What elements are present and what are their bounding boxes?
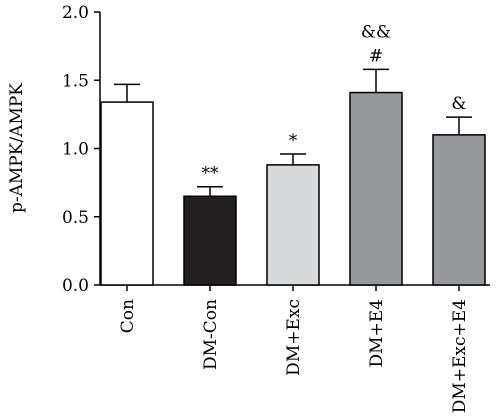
bar-dm-e4 bbox=[349, 91, 403, 286]
x-tick-label: Con bbox=[118, 299, 138, 333]
bar-dm-con bbox=[183, 195, 237, 286]
y-tick-label: 0.5 bbox=[62, 208, 89, 228]
x-tick-label: DM-Con bbox=[201, 299, 221, 370]
x-tick-label: DM+E4 bbox=[367, 299, 387, 368]
bar-dm-exc bbox=[266, 164, 320, 286]
y-tick-label: 1.0 bbox=[62, 140, 89, 160]
significance-label: & bbox=[451, 94, 466, 114]
significance-label: ** bbox=[202, 164, 220, 184]
y-axis-title: p-AMPK/AMPK bbox=[7, 83, 27, 213]
bar-con bbox=[100, 101, 154, 286]
significance-label: # bbox=[369, 46, 383, 66]
significance-label: && bbox=[361, 22, 391, 42]
x-tick-label: DM+Exc+E4 bbox=[450, 299, 470, 413]
x-tick-label: DM+Exc bbox=[284, 299, 304, 376]
y-tick-label: 1.5 bbox=[62, 71, 89, 91]
significance-label: * bbox=[289, 131, 298, 151]
y-tick-label: 2.0 bbox=[62, 3, 89, 23]
y-tick-label: 0.0 bbox=[62, 276, 89, 296]
bar-dm-exc-e4 bbox=[432, 134, 486, 286]
